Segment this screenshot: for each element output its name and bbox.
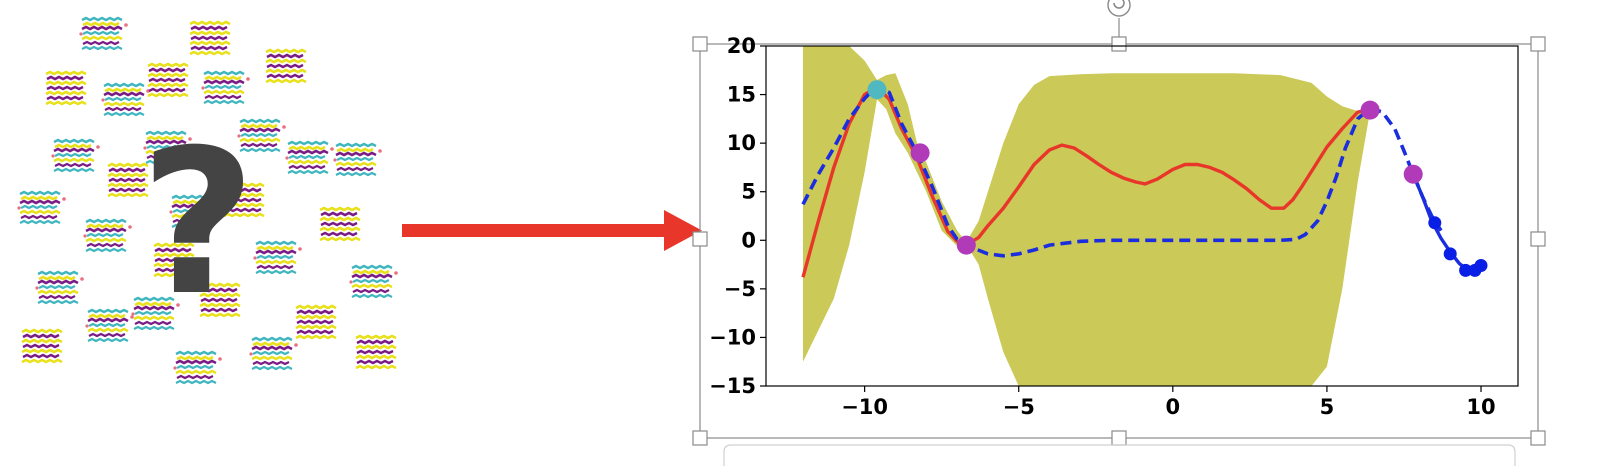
sampled-data-point <box>910 143 930 163</box>
crystal-structure <box>284 140 336 175</box>
format-toolbar-edge <box>723 444 1516 466</box>
plot-area <box>801 46 1488 386</box>
y-tick-label: 10 <box>727 131 756 155</box>
crystal-structure <box>50 138 102 173</box>
rotate-arrow-icon <box>1113 0 1125 9</box>
sampled-data-point <box>956 235 976 255</box>
right-arrow-icon <box>402 210 702 251</box>
x-axis: −10 −5 0 5 10 <box>841 386 1496 419</box>
y-axis: −15 −10 −5 0 5 10 15 20 <box>709 34 766 398</box>
arrow-head <box>664 210 702 251</box>
crystal-structure <box>44 70 88 106</box>
crystal-structure <box>294 304 338 340</box>
resize-handle-top-left[interactable] <box>692 36 708 52</box>
x-tick-label: 10 <box>1466 395 1495 419</box>
y-tick-label: 15 <box>727 83 756 107</box>
sampled-data-point <box>1360 100 1380 120</box>
x-tick-label: −10 <box>841 395 888 419</box>
crystal-structure <box>348 264 400 299</box>
crystal-structure <box>84 308 136 343</box>
crystal-structure <box>252 240 304 275</box>
crystal-structure <box>34 270 86 305</box>
crystal-structure <box>16 190 68 225</box>
predicted-mean-line <box>801 85 1371 278</box>
resize-handle-right[interactable] <box>1530 231 1546 247</box>
x-tick-label: 0 <box>1166 395 1181 419</box>
y-tick-label: −10 <box>709 325 756 349</box>
resize-handle-top[interactable] <box>1111 36 1127 52</box>
selection-frame[interactable] <box>692 0 1546 466</box>
uncertainty-band <box>803 46 1404 386</box>
axes-frame <box>765 45 1519 387</box>
crystal-structure <box>248 336 300 371</box>
recent-data-point <box>1474 259 1488 272</box>
resize-handle-left[interactable] <box>692 231 708 247</box>
resize-handle-bottom[interactable] <box>1111 430 1127 446</box>
crystal-structure <box>78 16 130 51</box>
recent-data-point <box>1443 247 1457 261</box>
arrow-shaft <box>402 224 668 237</box>
crystal-structure <box>20 328 64 364</box>
crystal-structure <box>146 62 190 98</box>
recent-data-point <box>1459 263 1473 277</box>
y-tick-label: 20 <box>727 34 756 58</box>
resize-handle-bottom-right[interactable] <box>1530 430 1546 446</box>
crystal-structure <box>332 142 384 177</box>
crystal-structure <box>318 206 362 242</box>
x-tick-label: −5 <box>1003 395 1035 419</box>
initial-data-point <box>867 80 887 100</box>
resize-handle-top-right[interactable] <box>1530 36 1546 52</box>
crystal-structure <box>188 20 232 56</box>
sampled-data-point <box>1403 164 1423 184</box>
y-tick-label: −15 <box>709 374 756 398</box>
x-tick-label: 5 <box>1320 395 1335 419</box>
question-mark-icon: ? <box>140 107 256 340</box>
crystal-structure <box>82 218 134 253</box>
y-tick-label: 0 <box>741 228 756 252</box>
recent-data-point <box>1428 216 1442 230</box>
crystal-structure <box>172 350 224 385</box>
chart-plot: −10 −5 0 5 10 −15 −10 −5 0 5 10 15 20 <box>709 34 1519 419</box>
crystal-structure <box>354 334 398 370</box>
resize-handle-bottom-left[interactable] <box>692 430 708 446</box>
crystal-structure <box>200 70 252 105</box>
crystal-structure <box>264 48 308 84</box>
y-tick-label: 5 <box>741 180 756 204</box>
y-tick-label: −5 <box>724 277 756 301</box>
